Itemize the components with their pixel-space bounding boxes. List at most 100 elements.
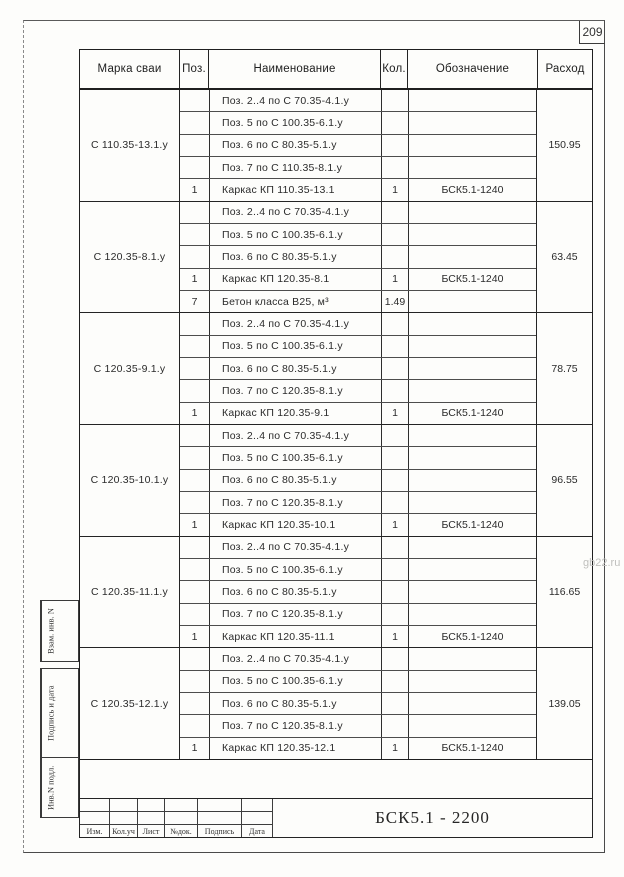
table-row: Поз. 7 по С 110.35-8.1.у (180, 156, 536, 180)
kol-cell (381, 492, 408, 514)
page-number-box: 209 (579, 21, 605, 44)
oboz-cell (408, 670, 536, 693)
name-cell: Поз. 5 по С 100.35-6.1.у (209, 112, 381, 134)
poz-cell (180, 157, 209, 178)
oboz-cell: БСК5.1-1240 (408, 737, 536, 759)
name-cell: Поз. 5 по С 100.35-6.1.у (209, 224, 381, 246)
table-row: Поз. 5 по С 100.35-6.1.у (180, 335, 536, 358)
kol-cell (381, 90, 408, 112)
table-row: Поз. 7 по С 120.35-8.1.у (180, 380, 536, 403)
kol-cell (381, 358, 408, 380)
table-row: Поз. 5 по С 100.35-6.1.у (180, 670, 536, 694)
name-cell: Поз. 7 по С 120.35-8.1.у (209, 715, 381, 737)
name-cell: Каркас КП 110.35-13.1 (209, 179, 381, 201)
revision-table: Изм. Кол.уч Лист №док. Подпись Дата (80, 799, 272, 837)
table-row: Поз. 2..4 по С 70.35-4.1.у (180, 313, 536, 336)
name-cell: Поз. 7 по С 120.35-8.1.у (209, 603, 381, 625)
poz-cell (180, 358, 209, 379)
kol-cell (381, 246, 408, 268)
table-row: Поз. 5 по С 100.35-6.1.у (180, 559, 536, 582)
poz-cell: 1 (191, 630, 198, 643)
rashod-cell: 96.55 (551, 474, 578, 487)
table-row: Поз. 6 по С 80.35-5.1.у (180, 469, 536, 492)
table-row: 7 Бетон класса В25, м³ 1.49 (180, 290, 536, 313)
oboz-cell (408, 581, 536, 603)
oboz-cell: БСК5.1-1240 (408, 268, 536, 290)
page-number: 209 (582, 25, 603, 39)
kol-cell (381, 693, 408, 715)
rev-label-izm: Изм. (80, 825, 110, 837)
kol-cell (381, 156, 408, 179)
poz-cell (180, 90, 209, 111)
rashod-cell: 116.65 (548, 586, 581, 599)
name-cell: Поз. 2..4 по С 70.35-4.1.у (209, 425, 381, 447)
oboz-cell (408, 224, 536, 246)
oboz-cell (408, 380, 536, 402)
table-header-row: Марка сваи Поз. Наименование Кол. Обозна… (80, 50, 592, 90)
side-label-vzam-inv: Взам. инв. N (41, 601, 59, 661)
table-row: Поз. 5 по С 100.35-6.1.у (180, 447, 536, 470)
document-number-cell: БСК5.1 - 2200 (272, 799, 592, 837)
name-cell: Поз. 6 по С 80.35-5.1.у (209, 693, 381, 715)
pile-group: С 120.35-9.1.у Поз. 2..4 по С 70.35-4.1.… (80, 313, 592, 426)
table-row: 1 Каркас КП 120.35-10.1 1 БСК5.1-1240 (180, 514, 536, 536)
poz-cell (180, 380, 209, 401)
table-row: Поз. 2..4 по С 70.35-4.1.у (180, 90, 536, 113)
table-row: Поз. 2..4 по С 70.35-4.1.у (180, 648, 536, 671)
revision-row-empty (80, 812, 272, 825)
poz-cell: 1 (191, 518, 198, 531)
kol-cell (381, 648, 408, 670)
table-row: Поз. 7 по С 120.35-8.1.у (180, 715, 536, 738)
poz-cell (180, 447, 209, 468)
side-label-inv-podl: Инв.N подл. (41, 758, 59, 817)
poz-cell (180, 559, 209, 580)
header-name: Наименование (208, 50, 380, 88)
pile-group: С 120.35-10.1.у Поз. 2..4 по С 70.35-4.1… (80, 425, 592, 537)
header-marka: Марка сваи (97, 63, 162, 75)
table-row: Поз. 2..4 по С 70.35-4.1.у (180, 425, 536, 448)
name-cell: Поз. 6 по С 80.35-5.1.у (209, 134, 381, 156)
side-box-podpis-inv: Подпись и дата Инв.N подл. (40, 668, 79, 818)
poz-cell (180, 313, 209, 334)
oboz-cell (408, 134, 536, 156)
marka-cell: С 120.35-12.1.у (90, 697, 169, 710)
oboz-cell (408, 492, 536, 514)
table-row: 1 Каркас КП 120.35-12.1 1 БСК5.1-1240 (180, 737, 536, 759)
rev-label-list: Лист (138, 825, 165, 837)
side-empty-cell (59, 601, 78, 661)
poz-cell: 1 (191, 407, 198, 420)
name-cell: Поз. 6 по С 80.35-5.1.у (209, 358, 381, 380)
table-row: Поз. 6 по С 80.35-5.1.у (180, 246, 536, 269)
poz-cell (180, 202, 209, 223)
oboz-cell (408, 156, 536, 179)
group-rows: Поз. 2..4 по С 70.35-4.1.у Поз. 5 по С 1… (179, 648, 537, 760)
group-rows: Поз. 2..4 по С 70.35-4.1.у Поз. 5 по С 1… (179, 536, 537, 648)
oboz-cell (408, 536, 536, 559)
name-cell: Поз. 2..4 по С 70.35-4.1.у (209, 536, 381, 559)
kol-cell (381, 559, 408, 581)
poz-cell: 1 (191, 183, 198, 196)
kol-cell (381, 469, 408, 491)
name-cell: Поз. 5 по С 100.35-6.1.у (209, 447, 381, 469)
table-row: 1 Каркас КП 120.35-11.1 1 БСК5.1-1240 (180, 626, 536, 648)
name-cell: Поз. 7 по С 120.35-8.1.у (209, 492, 381, 514)
kol-cell (381, 112, 408, 134)
kol-cell: 1.49 (381, 290, 408, 313)
kol-cell (381, 715, 408, 737)
oboz-cell: БСК5.1-1240 (408, 626, 536, 648)
kol-cell (381, 603, 408, 625)
side-empty-cell (59, 758, 78, 817)
header-oboz: Обозначение (407, 50, 537, 88)
poz-cell (180, 246, 209, 267)
pile-group: С 120.35-8.1.у Поз. 2..4 по С 70.35-4.1.… (80, 201, 592, 314)
oboz-cell: БСК5.1-1240 (408, 402, 536, 424)
kol-cell: 1 (381, 626, 408, 648)
table-row: Поз. 6 по С 80.35-5.1.у (180, 134, 536, 157)
name-cell: Поз. 6 по С 80.35-5.1.у (209, 246, 381, 268)
rashod-cell: 63.45 (551, 251, 578, 263)
oboz-cell (408, 201, 536, 223)
side-empty-cell (59, 669, 78, 757)
rashod-cell: 139.05 (548, 697, 581, 710)
table-row: 1 Каркас КП 120.35-9.1 1 БСК5.1-1240 (180, 402, 536, 424)
poz-cell (180, 537, 209, 558)
